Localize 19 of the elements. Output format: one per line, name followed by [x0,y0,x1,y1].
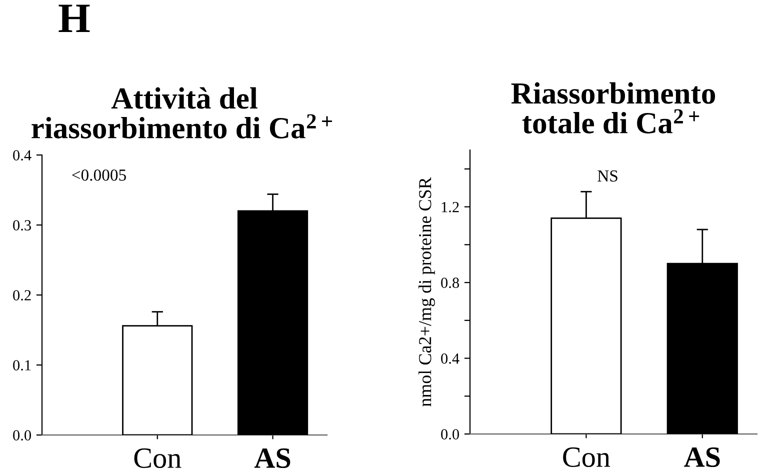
y-axis-title: nmol Ca2+/mg di proteine CSR [418,177,435,407]
y-tick-label: 0.3 [13,220,31,231]
y-tick-label: 0.4 [441,353,460,364]
y-tick-label: 0.0 [13,430,31,441]
x-tick-label: AS [254,448,290,468]
y-tick-label: 0.1 [13,360,31,371]
x-tick-label: Con [134,448,182,468]
y-tick-label: 0.0 [441,429,459,440]
y-tick-label: 0.2 [13,290,31,301]
annotation: <0.0005 [72,169,126,181]
chart-title: Attività del riassorbimento di Ca$^{2+}$ [32,87,332,138]
annotation: NS [598,170,618,182]
x-tick-label: Con [563,447,610,468]
chart-title: Riassorbimento totale di Ca$^{2+}$ [511,82,716,134]
y-tick-label: 0.4 [13,150,32,161]
text: H [58,4,90,32]
y-tick-label: 1.2 [442,202,459,212]
x-tick-label: AS [684,447,720,468]
y-tick-label: 0.8 [441,278,459,288]
